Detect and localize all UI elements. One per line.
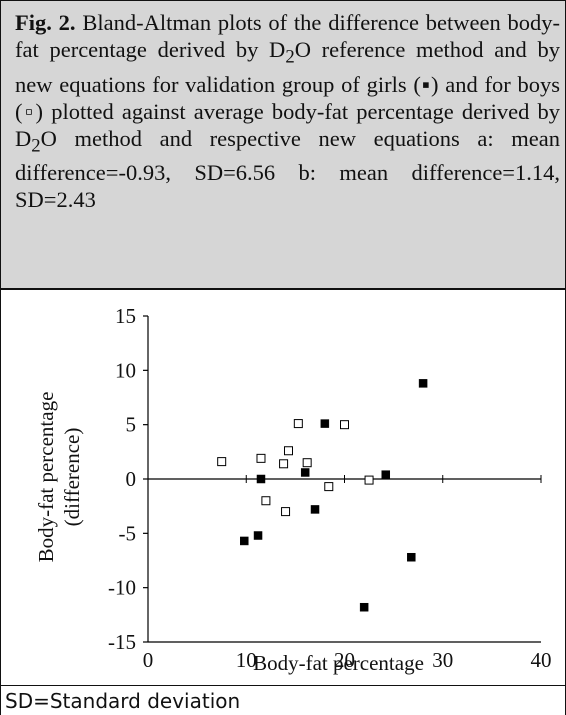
y-tick-label: 0 [126,467,137,491]
girls-data-point [418,379,428,388]
caption-text-part: O reference method and by new equations … [15,37,561,151]
boys-data-point [281,507,291,517]
boys-data-point [217,457,227,467]
caption-subscript: 2 [31,135,41,156]
x-tick-label: 10 [236,648,257,672]
x-tick-label: 40 [531,648,552,672]
axis-ticks: 15 10 5 0 -5 -10 -15 0 10 20 30 40 [108,304,552,672]
caption-subscript: 2 [285,46,295,68]
x-tick-label: 30 [432,648,453,672]
boys-data-point [302,458,312,468]
girls-data-point [240,536,249,546]
boys-data-point [279,459,289,469]
x-axis-label: Body-fat percentage [253,651,424,675]
x-tick-label: 0 [143,648,154,672]
footnote: SD=Standard deviation [5,689,241,713]
girls-data-point [300,468,310,477]
y-tick-label: 5 [126,413,137,437]
y-axis-label-line1: Body-fat percentage [34,392,58,563]
girls-data-point [310,505,320,514]
boys-data-point [340,420,349,430]
girls-data-point [253,531,263,540]
data-points [217,379,428,612]
y-tick-label: -15 [108,630,136,654]
caption-box: Fig. 2. Bland-Altman plots of the differ… [0,0,566,290]
boys-data-point [293,419,303,429]
scatter-chart: 15 10 5 0 -5 -10 -15 0 10 20 30 40 Body-fat percent… [34,304,552,675]
girls-data-point [381,470,391,479]
girls-data-point [359,602,369,612]
figure-box: 15 10 5 0 -5 -10 -15 0 10 20 30 40 Body-fat percent… [0,290,566,685]
y-tick-label: -10 [108,576,136,600]
boys-data-point [324,482,334,492]
x-tick-label: 20 [334,648,355,672]
footnote-box: SD=Standard deviation [0,685,566,715]
boys-data-point [283,446,293,456]
caption-text-part: O method and respective new equations a:… [15,125,560,213]
girls-data-point [256,474,266,484]
girls-data-point [407,552,416,562]
boys-data-point [364,475,374,485]
boys-data-point [256,453,266,463]
girls-data-point [320,419,330,428]
figure-label: Fig. 2. [15,10,76,35]
caption-text-part: Bland-Altman plots of the difference bet… [15,10,561,62]
y-axis-label-line2: (difference) [60,428,84,527]
y-tick-label: -5 [119,521,137,545]
y-tick-label: 10 [115,358,136,382]
y-tick-label: 15 [115,304,136,328]
boys-data-point [261,496,271,506]
figure-caption: Fig. 2. Bland-Altman plots of the differ… [15,9,560,213]
